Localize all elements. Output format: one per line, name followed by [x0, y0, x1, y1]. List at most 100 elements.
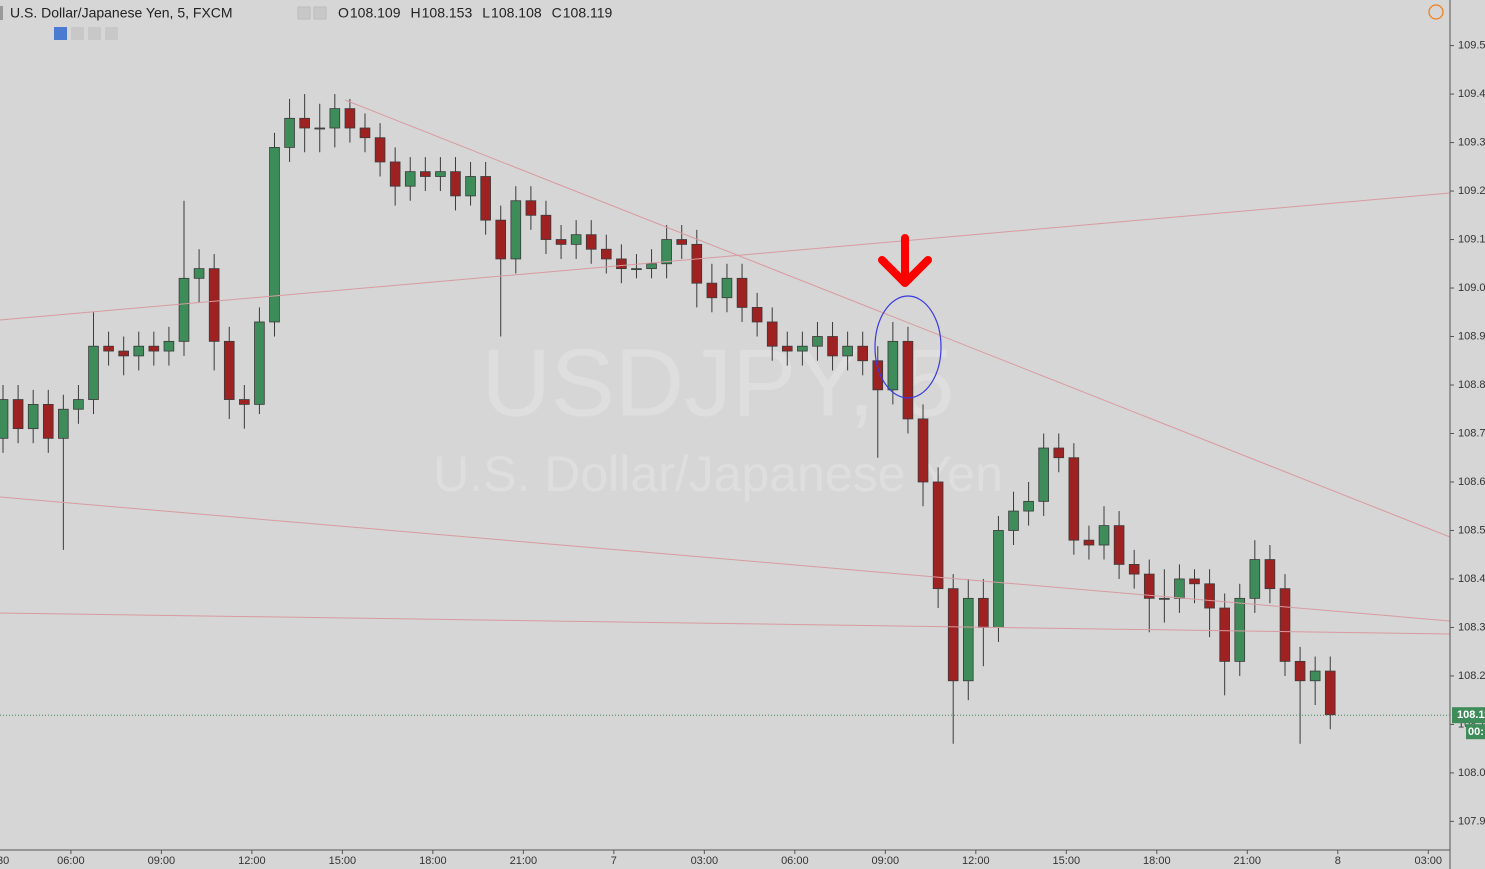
candle-body	[420, 171, 431, 177]
candle-body	[374, 137, 386, 163]
x-tick-label: 03:00	[1415, 855, 1443, 867]
x-tick-label: 06:00	[57, 855, 85, 867]
x-tick-label: 8	[1335, 855, 1341, 867]
candle-body	[1294, 660, 1306, 682]
trend-line	[0, 192, 1450, 321]
toolbar-icon[interactable]	[105, 27, 118, 40]
y-tick-label: 108.0	[1458, 767, 1485, 779]
candle-body	[1324, 670, 1336, 716]
watermark-name: U.S. Dollar/Japanese Yen	[433, 446, 1003, 502]
y-tick-label: 109.4	[1458, 88, 1485, 100]
highlight-ellipse	[874, 295, 942, 399]
drawings	[0, 99, 1450, 635]
candle-body	[646, 263, 657, 270]
candle-body	[1098, 525, 1110, 546]
candle-body	[27, 403, 39, 430]
candle-body	[254, 321, 265, 405]
header: U.S. Dollar/Japanese Yen, 5, FXCM O 108.1…	[0, 4, 1444, 40]
header-edge	[0, 6, 3, 20]
candle-body	[917, 418, 929, 483]
candle-body	[223, 340, 235, 400]
x-tick-label: 15:00	[1053, 855, 1081, 867]
candle-body	[676, 239, 688, 245]
alert-icon[interactable]	[1428, 4, 1444, 20]
candle-body	[540, 214, 552, 240]
candle-body	[812, 336, 823, 347]
candle-body	[0, 399, 9, 439]
candle-body	[691, 243, 703, 284]
x-tick-label: 03:00	[691, 855, 719, 867]
candle-body	[480, 176, 491, 221]
countdown-label: 00:	[1468, 726, 1484, 738]
watermark-symbol: USDJPY, 5	[481, 329, 954, 436]
header-icon[interactable]	[297, 6, 311, 20]
candle-body	[103, 345, 114, 352]
candle-body	[751, 307, 763, 323]
ohlc-value: 108.109	[350, 5, 401, 21]
candle-body	[495, 219, 507, 260]
toolbar-icon[interactable]	[88, 27, 101, 40]
y-tick-label: 108.4	[1458, 573, 1485, 585]
candle-body	[404, 171, 416, 187]
candle-body	[978, 597, 989, 628]
y-tick-label: 107.9	[1458, 815, 1485, 827]
candle-body	[857, 345, 869, 362]
x-tick-label: 12:00	[962, 855, 990, 867]
candle-body	[1083, 539, 1095, 546]
candle-body	[359, 127, 371, 139]
candle-body	[208, 268, 220, 342]
candle-body	[1174, 578, 1185, 599]
candle-body	[932, 481, 944, 590]
candle-body	[1008, 510, 1019, 531]
candle-body	[1113, 525, 1125, 565]
candle-body	[12, 399, 24, 430]
candle-body	[1189, 578, 1200, 585]
candle-body	[570, 234, 582, 245]
candle-body	[389, 161, 401, 187]
y-tick-label: 108.6	[1458, 476, 1485, 488]
ohlc-key: C	[552, 5, 562, 21]
candle-body	[947, 588, 959, 682]
candle-body	[993, 530, 1004, 628]
x-tick-label: 18:00	[419, 855, 447, 867]
y-tick-label: 109.5	[1458, 39, 1485, 51]
candle-body	[842, 345, 853, 357]
candle-body	[58, 408, 69, 439]
candle-body	[329, 108, 341, 129]
x-tick-label: 21:00	[1234, 855, 1262, 867]
candle-body	[118, 350, 129, 357]
candle-body	[269, 147, 280, 323]
candle-body	[73, 399, 84, 410]
candle-body	[827, 336, 838, 357]
candle-body	[736, 277, 748, 308]
y-tick-label: 108.9	[1458, 330, 1485, 342]
candle-body	[1053, 447, 1065, 459]
header-icon[interactable]	[313, 6, 327, 20]
countdown-box	[1466, 724, 1485, 740]
candle-body	[193, 268, 205, 279]
candle-body	[465, 176, 476, 197]
arrow	[878, 234, 932, 287]
candle-body	[1128, 564, 1140, 575]
candle-body	[284, 117, 295, 148]
trend-line	[344, 99, 1450, 538]
candle-body	[1309, 670, 1321, 682]
ohlc-value: 108.108	[491, 5, 542, 21]
toolbar-icon[interactable]	[54, 27, 67, 40]
trend-line	[0, 612, 1450, 635]
toolbar-icon[interactable]	[71, 27, 84, 40]
y-tick-label: 108.8	[1458, 379, 1485, 391]
candle-body	[450, 171, 461, 197]
candle-body	[1234, 597, 1246, 662]
candle-body	[872, 360, 884, 391]
candle-body	[88, 345, 99, 400]
y-tick-label: 108.2	[1458, 670, 1485, 682]
ohlc-legend: O 108.109 H 108.153 L 108.108 C 108.119	[338, 5, 613, 21]
x-tick-label: 7	[611, 855, 617, 867]
candle-body	[435, 171, 446, 177]
candle-body	[1023, 500, 1034, 512]
candle-body	[133, 345, 145, 357]
ohlc-key: L	[482, 5, 490, 21]
candle-body	[163, 340, 175, 352]
